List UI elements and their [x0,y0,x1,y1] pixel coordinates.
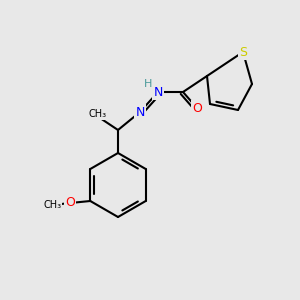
Text: O: O [65,196,75,209]
Text: H: H [144,79,152,89]
Text: N: N [153,85,163,98]
Text: CH₃: CH₃ [43,200,61,210]
Text: CH₃: CH₃ [89,109,107,119]
Text: N: N [135,106,145,118]
Text: O: O [192,101,202,115]
Text: S: S [239,46,247,59]
